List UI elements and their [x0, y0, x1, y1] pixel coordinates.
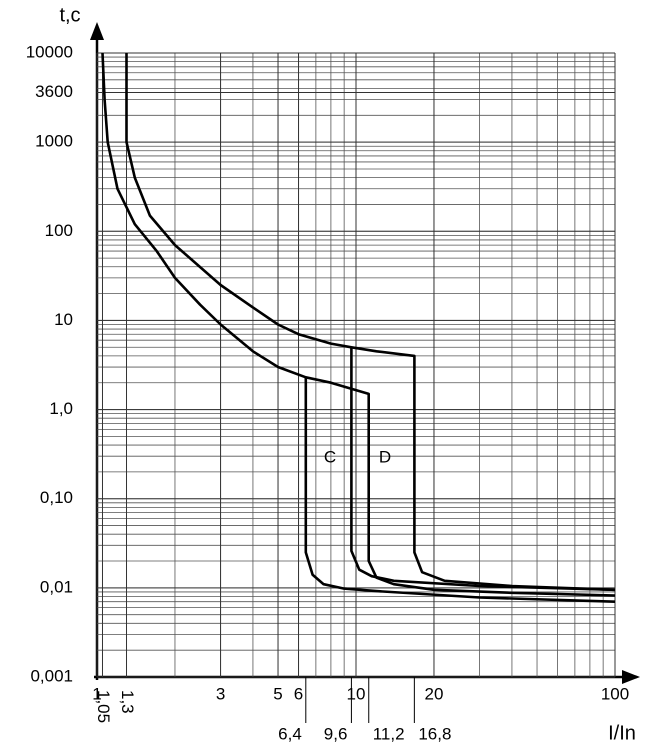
x-tick-label: 6	[294, 684, 303, 703]
x-tick-label-secondary: 16,8	[418, 724, 451, 743]
curve-label: C	[324, 447, 336, 466]
y-tick-label: 10000	[26, 42, 73, 61]
x-tick-label-secondary: 9,6	[324, 724, 348, 743]
x-tick-label: 3	[216, 684, 225, 703]
y-tick-label: 1000	[35, 132, 73, 151]
y-tick-label: 0,01	[40, 577, 73, 596]
y-tick-label: 0,10	[40, 488, 73, 507]
x-tick-label: 1,05	[94, 690, 113, 723]
curve	[304, 377, 616, 603]
y-axis-arrow	[90, 22, 104, 40]
curve-label: D	[379, 447, 391, 466]
x-axis-label: I/In	[608, 722, 636, 744]
curve	[350, 347, 616, 592]
y-tick-label: 1,0	[49, 399, 73, 418]
curve	[125, 53, 616, 592]
curve	[101, 52, 616, 597]
x-tick-label: 1	[92, 684, 101, 703]
x-tick-label: 10	[347, 684, 366, 703]
x-tick-label: 5	[273, 684, 282, 703]
y-tick-label: 3600	[35, 82, 73, 101]
y-tick-label: 100	[45, 221, 73, 240]
x-tick-label-secondary: 11,2	[373, 724, 405, 743]
x-tick-label: 1,3	[118, 690, 137, 714]
y-tick-label: 0,001	[30, 666, 73, 685]
x-axis-arrow	[622, 670, 640, 684]
x-tick-label: 100	[601, 684, 629, 703]
y-tick-label: 10	[54, 310, 73, 329]
x-tick-label: 20	[425, 684, 444, 703]
x-tick-label-secondary: 6,4	[278, 724, 302, 743]
y-axis-label: t,c	[59, 4, 80, 26]
